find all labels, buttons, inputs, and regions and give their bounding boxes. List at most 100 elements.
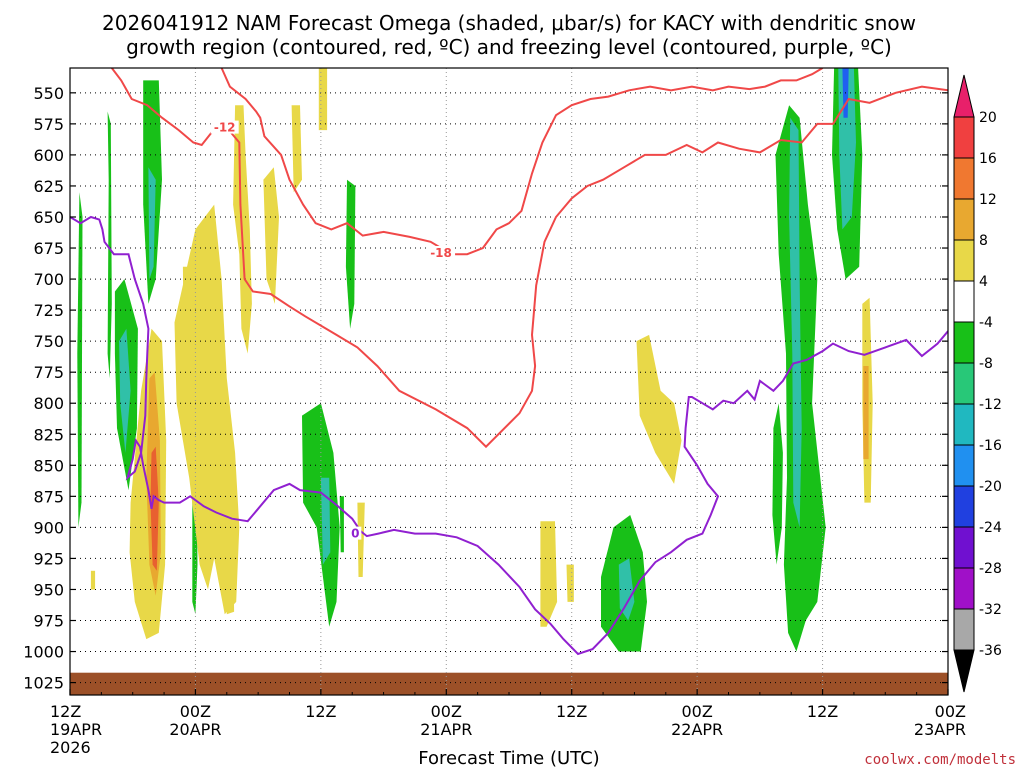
grid-lines — [70, 68, 948, 695]
x-tick-label: 21APR — [420, 720, 472, 739]
colorbar-box — [953, 526, 975, 569]
colorbar-label: -8 — [979, 356, 993, 372]
y-tick-label: 950 — [33, 580, 64, 599]
omega-shading — [77, 68, 873, 652]
chart-title-line1: 2026041912 NAM Forecast Omega (shaded, μ… — [102, 11, 916, 35]
omega-region-yellow — [357, 502, 365, 577]
y-tick-label: 800 — [33, 394, 64, 413]
y-tick-label: 725 — [33, 301, 64, 320]
y-tick-label: 750 — [33, 332, 64, 351]
colorbar-label: 16 — [979, 151, 997, 167]
dgz-contour-label: -12 — [214, 121, 236, 135]
colorbar-box — [953, 608, 975, 651]
y-tick-label: 625 — [33, 177, 64, 196]
omega-region-green — [77, 192, 83, 528]
x-tick-label: 12Z — [807, 702, 838, 721]
x-tick-label: 00Z — [431, 702, 462, 721]
colorbar-box — [953, 198, 975, 241]
omega-region-yellow — [566, 564, 574, 602]
omega-region-yellow — [291, 105, 302, 193]
freezing-label-bg — [349, 526, 362, 540]
colorbar-box — [953, 239, 975, 282]
x-tick-label: 00Z — [180, 702, 211, 721]
colorbar-label: -36 — [979, 643, 1002, 659]
chart-title-line2: growth region (contoured, red, ºC) and f… — [126, 35, 892, 59]
x-axis-label: Forecast Time (UTC) — [418, 748, 599, 768]
y-tick-label: 1025 — [23, 674, 64, 693]
omega-region-teal — [618, 558, 635, 621]
colorbar-label: -16 — [979, 438, 1002, 454]
x-tick-label: 12Z — [556, 702, 587, 721]
x-tick-label: 22APR — [671, 720, 723, 739]
omega-region-yellow — [224, 521, 235, 615]
x-tick-label: 12Z — [50, 702, 81, 721]
y-tick-label: 675 — [33, 239, 64, 258]
colorbar-box — [953, 567, 975, 610]
dgz-contour — [220, 68, 824, 256]
omega-region-teal — [119, 328, 131, 453]
x-tick-label: 00Z — [935, 702, 966, 721]
colorbar-label: -32 — [979, 602, 1002, 618]
colorbar: 20 16 12 8 4 -4 -8 -12 -16 -20 -24 -28 -32 -36 — [953, 74, 1002, 693]
y-tick-label: 775 — [33, 363, 64, 382]
y-tick-label: 700 — [33, 270, 64, 289]
omega-region-yellow — [263, 167, 279, 304]
ground-layer — [70, 672, 948, 695]
omega-region-green — [302, 403, 340, 627]
colorbar-label: -4 — [979, 315, 993, 331]
colorbar-label: 20 — [979, 110, 997, 126]
omega-region-green — [107, 111, 112, 379]
y-tick-label: 875 — [33, 487, 64, 506]
y-tick-label: 925 — [33, 549, 64, 568]
colorbar-label: -24 — [979, 520, 1002, 536]
y-tick-label: 900 — [33, 518, 64, 537]
colorbar-box — [953, 321, 975, 364]
y-tick-label: 600 — [33, 146, 64, 165]
credit-text: coolwx.com/modelts — [864, 752, 1016, 768]
colorbar-label: 8 — [979, 233, 988, 249]
colorbar-box — [953, 116, 975, 159]
colorbar-box — [953, 362, 975, 405]
dgz-label-bg — [210, 120, 239, 134]
freezing-contour-label: 0 — [351, 527, 359, 541]
y-tick-label: 975 — [33, 612, 64, 631]
y-tick-label: 575 — [33, 115, 64, 134]
colorbar-box — [953, 280, 975, 323]
omega-region-yellow — [90, 570, 96, 590]
colorbar-box — [953, 444, 975, 487]
omega-region-teal — [148, 167, 156, 280]
omega-region-red — [150, 446, 159, 571]
omega-region-yellow — [636, 334, 682, 484]
colorbar-box — [953, 403, 975, 446]
dgz-label-bg — [427, 245, 456, 259]
colorbar-box — [953, 485, 975, 528]
y-axis-ticks: 550 575 600 625 650 675 700 725 750 775 800 825 850 8… — [23, 84, 948, 693]
colorbar-label: -20 — [979, 479, 1002, 495]
omega-region-teal — [789, 117, 802, 528]
y-tick-label: 650 — [33, 208, 64, 227]
omega-region-yellow — [540, 521, 558, 627]
y-tick-label: 825 — [33, 425, 64, 444]
colorbar-bottom-triangle — [953, 649, 975, 693]
omega-region-green — [339, 496, 344, 553]
y-tick-label: 850 — [33, 456, 64, 475]
omega-region-yellow — [174, 204, 240, 615]
colorbar-label: 4 — [979, 274, 988, 290]
x-tick-label: 00Z — [681, 702, 712, 721]
freezing-contour — [70, 215, 948, 656]
colorbar-label: -12 — [979, 397, 1002, 413]
contour-labels: -12 -18 0 — [210, 120, 456, 541]
x-tick-label: 19APR — [50, 720, 102, 739]
colorbar-box — [953, 157, 975, 200]
x-tick-label: 23APR — [914, 720, 966, 739]
omega-region-green — [772, 403, 783, 565]
omega-region-orange — [863, 366, 869, 460]
colorbar-label: 12 — [979, 192, 997, 208]
y-tick-label: 550 — [33, 84, 64, 103]
colorbar-top-triangle — [953, 74, 975, 118]
x-tick-label: 20APR — [169, 720, 221, 739]
omega-region-yellow — [318, 68, 328, 131]
dgz-contour-label: -18 — [430, 246, 452, 260]
